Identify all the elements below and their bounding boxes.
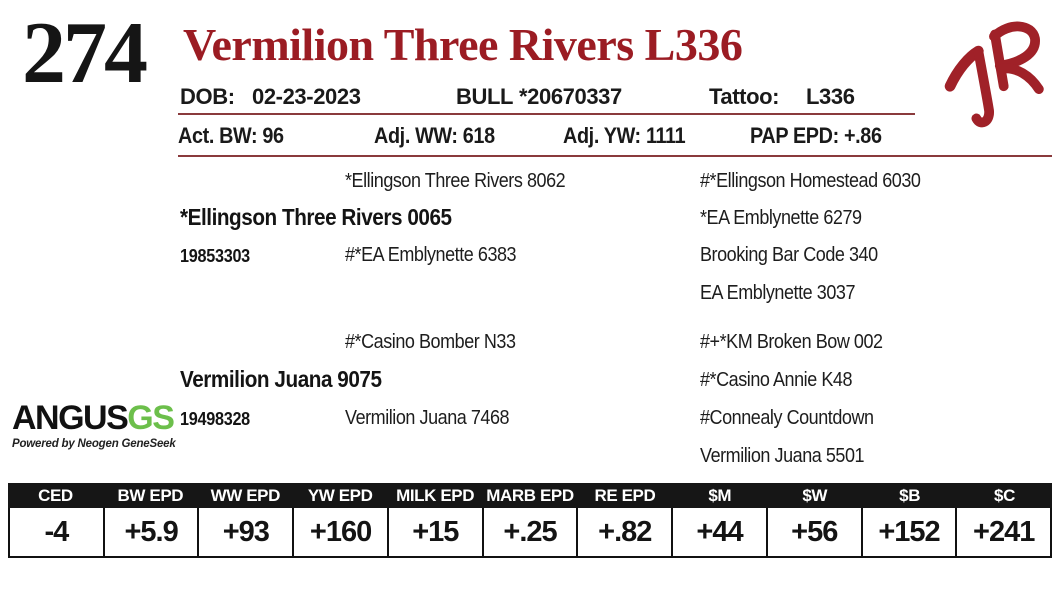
epd-value-cell: +241 — [973, 515, 1035, 548]
vermilion-ranch-brand-icon — [944, 21, 1044, 128]
epd-header-cell: BW EPD — [117, 485, 184, 505]
epd-table: CED BW EPD WW EPD YW EPD MILK EPD MARB E… — [8, 483, 1052, 558]
epd-table-header-row: CED BW EPD WW EPD YW EPD MILK EPD MARB E… — [8, 483, 1052, 508]
epd-table-value-row: -4 +5.9 +93 +160 +15 +.25 +.82 +44 +56 +… — [8, 508, 1052, 558]
act-bw: Act. BW: 96 — [178, 123, 295, 149]
epd-header-cell: $B — [899, 485, 921, 505]
tattoo-label: Tattoo: — [709, 84, 780, 109]
angus-wordmark-green: GS — [127, 399, 175, 437]
epd-header-cell: $M — [708, 485, 732, 505]
pedigree-dam-name: Vermilion Juana 9075 — [180, 366, 382, 392]
dob-label: DOB: — [180, 84, 235, 109]
epd-header-cell: YW EPD — [307, 485, 373, 505]
epd-value-cell: +44 — [673, 508, 768, 556]
epd-value-cell: +15 — [389, 508, 484, 556]
divider-bottom — [178, 155, 1052, 157]
pedigree-sire-great-4: EA Emblynette 3037 — [700, 282, 856, 304]
adj-ww: Adj. WW: 618 — [374, 123, 508, 149]
adj-yw-label: Adj. YW: — [563, 123, 641, 148]
adj-ww-label: Adj. WW: — [374, 123, 458, 148]
epd-header-cell: $C — [994, 485, 1015, 505]
epd-value-cell: +93 — [199, 508, 295, 556]
lot-number: 274 — [22, 5, 148, 102]
epd-header-cell: MILK EPD — [396, 485, 475, 505]
pedigree-dam-great-3: #Connealy Countdown — [700, 407, 874, 429]
pedigree-dam-great-1: #+*KM Broken Bow 002 — [700, 331, 883, 353]
adj-yw-value: 1111 — [645, 123, 686, 148]
angus-gs-logo: ANGUSGS Powered by Neogen GeneSeek — [12, 401, 176, 450]
epd-value-cell: +.82 — [578, 508, 674, 556]
act-bw-label: Act. BW: — [178, 123, 258, 148]
angus-logo-tagline: Powered by Neogen GeneSeek — [12, 438, 176, 450]
pedigree-sire-name: *Ellingson Three Rivers 0065 — [180, 204, 452, 230]
epd-value-cell: -4 — [10, 508, 105, 556]
pedigree-dam-great-2: #*Casino Annie K48 — [700, 369, 853, 391]
angus-gs-wordmark: ANGUSGS — [12, 401, 176, 435]
epd-value-cell: +56 — [768, 508, 863, 556]
pap-epd: PAP EPD: +.86 — [750, 123, 896, 149]
epd-header-cell: $W — [802, 485, 828, 505]
epd-header-cell: MARB EPD — [486, 485, 574, 505]
act-bw-value: 96 — [262, 123, 284, 148]
epd-header-cell: RE EPD — [594, 485, 656, 505]
pedigree-dam-great-4: Vermilion Juana 5501 — [700, 445, 865, 467]
epd-header-cell: CED — [38, 485, 73, 505]
epd-value-cell: +.25 — [484, 508, 579, 556]
epd-value-cell: +160 — [294, 508, 389, 556]
pedigree-dam-dam: Vermilion Juana 7468 — [345, 407, 510, 429]
angus-wordmark-black: ANGUS — [12, 399, 129, 437]
tattoo-value: L336 — [806, 84, 855, 109]
dob-value: 02-23-2023 — [252, 84, 361, 109]
epd-header-cell: WW EPD — [210, 485, 281, 505]
sex-label: BULL — [456, 84, 514, 109]
page-title: Vermilion Three Rivers L336 — [183, 19, 743, 70]
adj-ww-value: 618 — [462, 123, 495, 148]
pedigree-dam-sire: #*Casino Bomber N33 — [345, 331, 516, 353]
pedigree-sire-reg: 19853303 — [180, 246, 250, 266]
pap-epd-value: +.86 — [843, 123, 882, 148]
pedigree-dam-reg: 19498328 — [180, 409, 250, 429]
pedigree-sire-great-2: *EA Emblynette 6279 — [700, 207, 862, 229]
pap-epd-label: PAP EPD: — [750, 123, 839, 148]
adj-yw: Adj. YW: 1111 — [563, 123, 699, 149]
registration-number: *20670337 — [519, 84, 622, 109]
divider-top — [178, 113, 915, 115]
pedigree-sire-great-3: Brooking Bar Code 340 — [700, 244, 878, 266]
pedigree-sire-sire: *Ellingson Three Rivers 8062 — [345, 170, 566, 192]
epd-value-cell: +5.9 — [105, 508, 200, 556]
pedigree-sire-dam: #*EA Emblynette 6383 — [345, 244, 517, 266]
epd-value-cell: +152 — [863, 508, 958, 556]
pedigree-sire-great-1: #*Ellingson Homestead 6030 — [700, 170, 921, 192]
